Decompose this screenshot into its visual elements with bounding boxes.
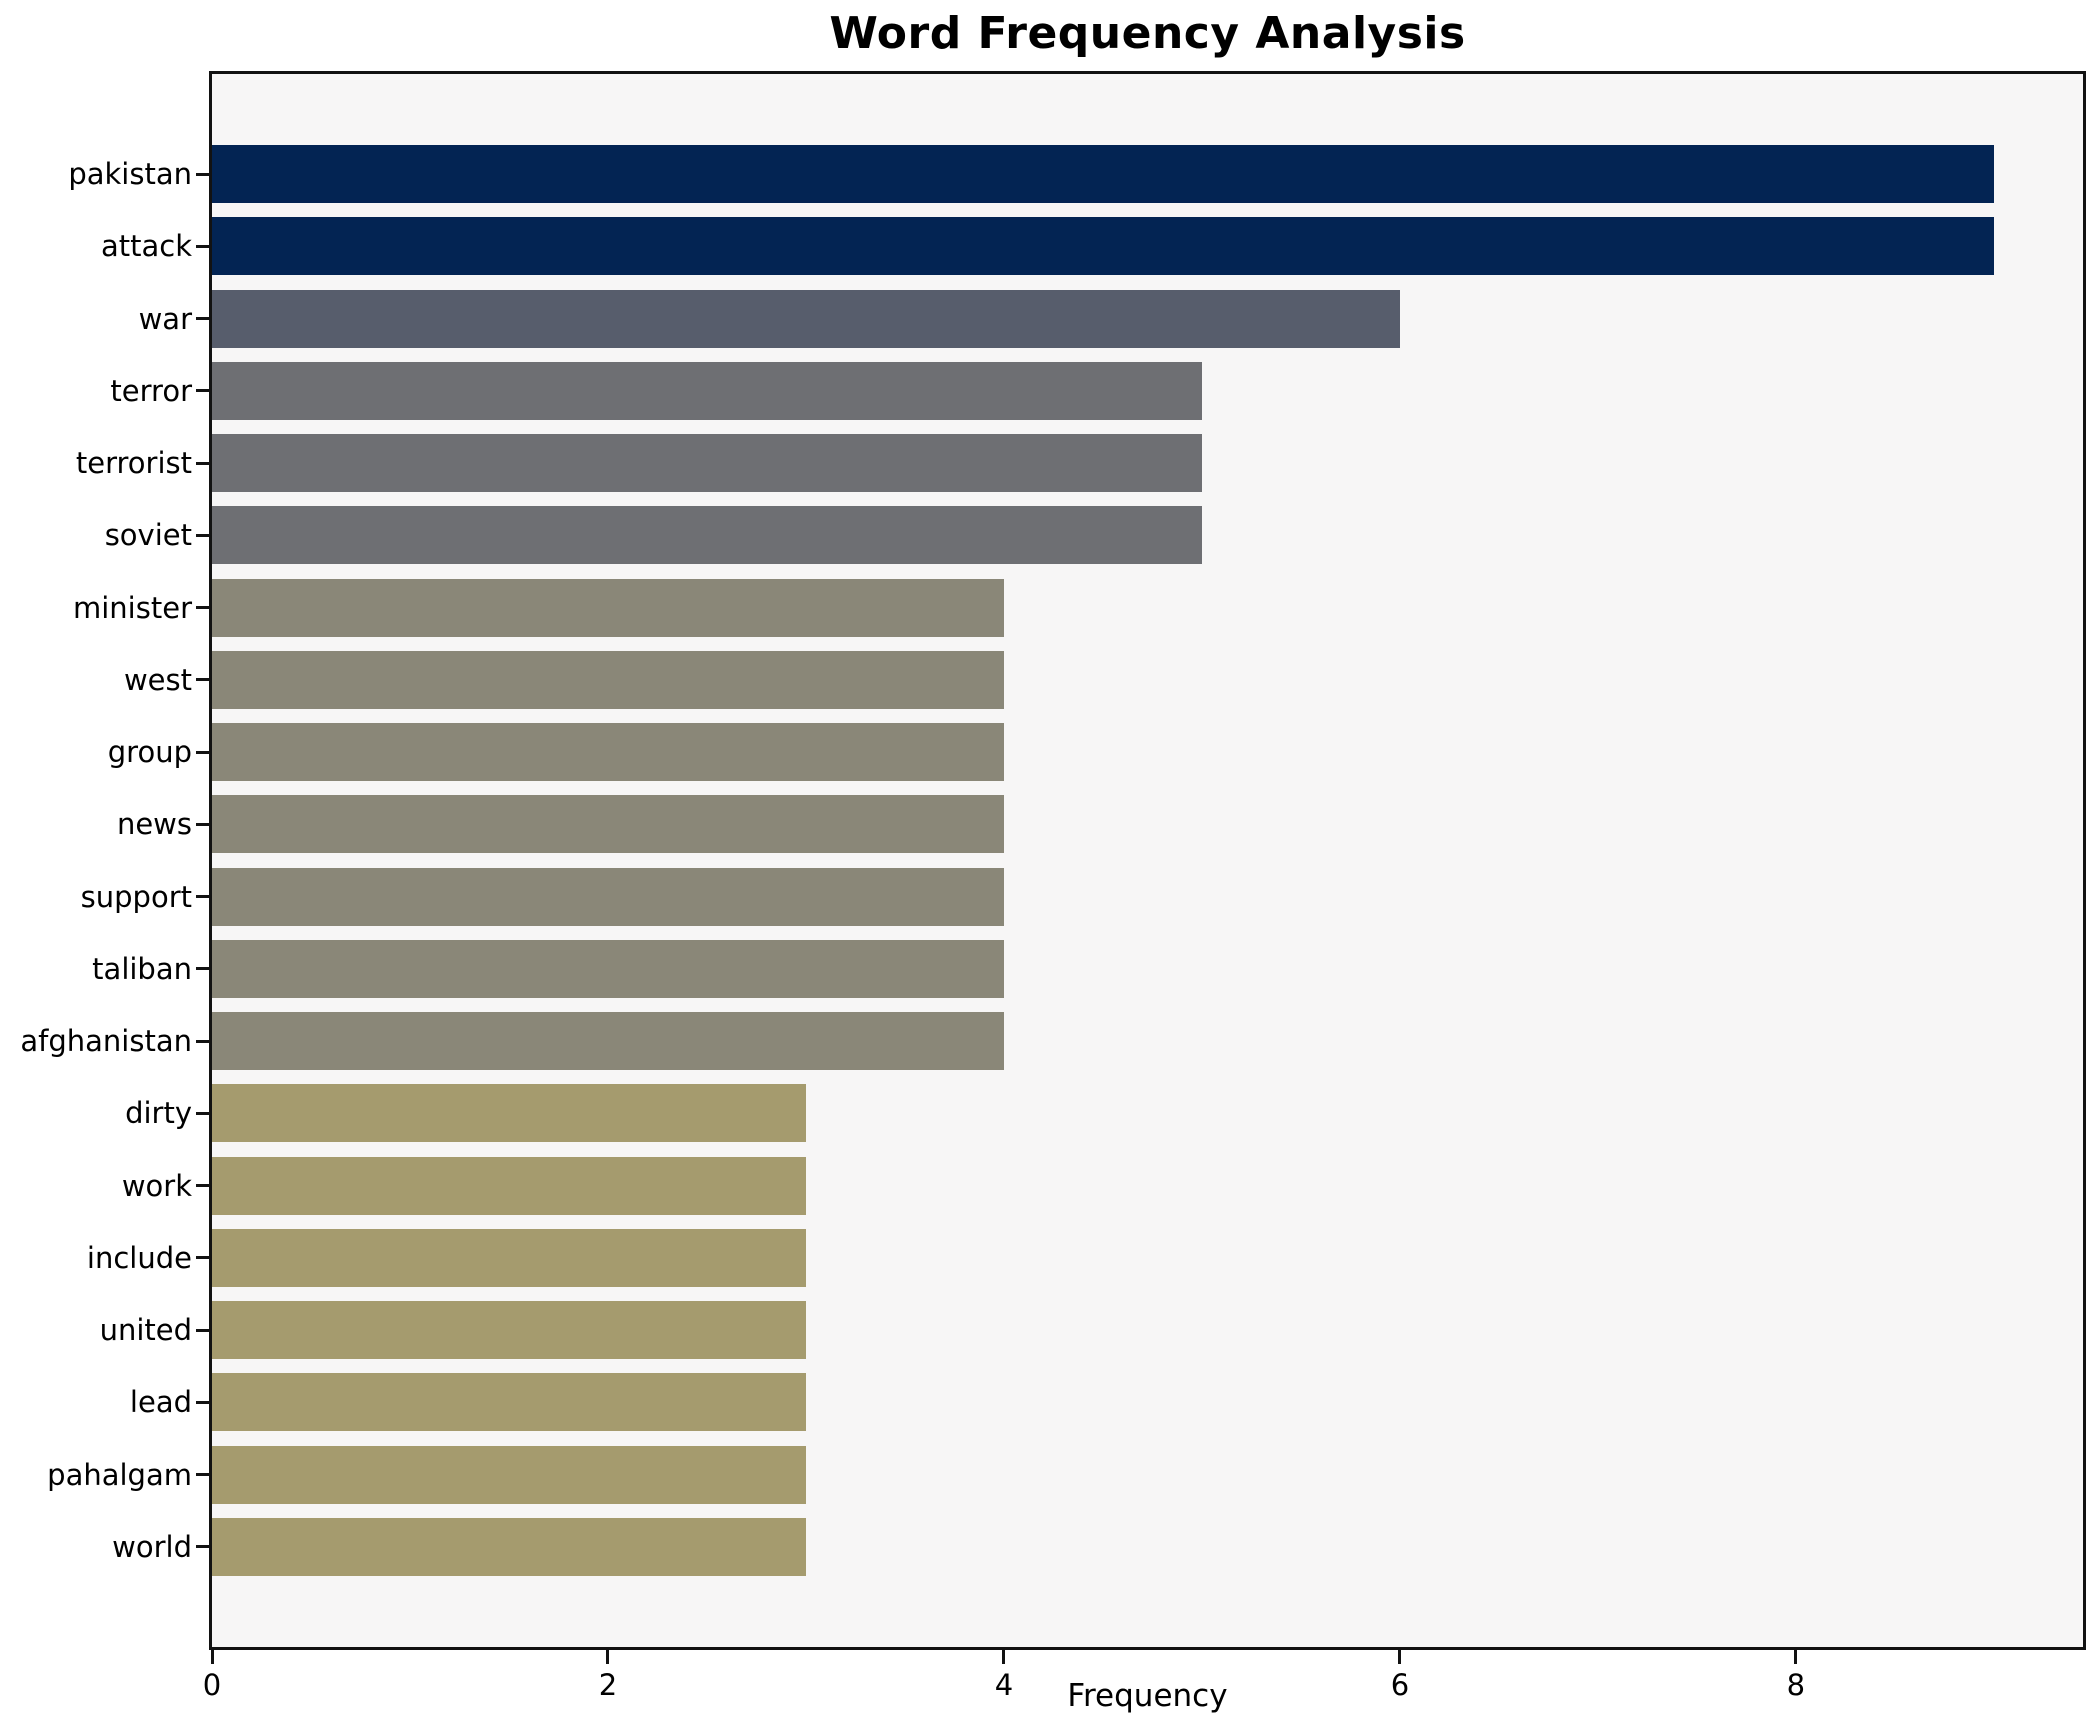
y-tick-label-war: war <box>138 301 192 336</box>
y-tick-label-news: news <box>116 807 192 842</box>
y-tick-label-lead: lead <box>129 1385 192 1420</box>
y-tick-mark <box>196 678 210 682</box>
y-tick-label-pahalgam: pahalgam <box>47 1457 192 1492</box>
y-tick-mark <box>196 1256 210 1260</box>
y-tick-mark <box>196 750 210 754</box>
bar-terrorist <box>212 434 1202 493</box>
bar-group <box>212 723 1004 782</box>
y-tick-mark <box>196 244 210 248</box>
y-tick-label-world: world <box>112 1529 192 1564</box>
y-tick-label-terrorist: terrorist <box>75 446 192 481</box>
bar-minister <box>212 578 1004 637</box>
x-tick-mark <box>1794 1650 1798 1664</box>
x-tick-label-0: 0 <box>202 1668 222 1702</box>
y-tick-mark <box>196 1328 210 1332</box>
y-tick-mark <box>196 461 210 465</box>
y-tick-label-group: group <box>107 735 192 770</box>
y-tick-label-support: support <box>80 879 192 914</box>
bar-afghanistan <box>212 1012 1004 1071</box>
y-tick-label-include: include <box>86 1240 192 1275</box>
y-tick-mark <box>196 1111 210 1115</box>
y-tick-mark <box>196 1184 210 1188</box>
y-tick-label-terror: terror <box>110 373 192 408</box>
y-tick-label-pakistan: pakistan <box>68 157 192 192</box>
y-tick-label-work: work <box>121 1168 192 1203</box>
y-tick-label-attack: attack <box>100 229 192 264</box>
y-tick-mark <box>196 822 210 826</box>
x-tick-label-6: 6 <box>1390 1668 1410 1702</box>
y-tick-label-minister: minister <box>73 590 192 625</box>
x-tick-mark <box>606 1650 610 1664</box>
bar-news <box>212 795 1004 854</box>
y-tick-mark <box>196 1400 210 1404</box>
y-tick-mark <box>196 1039 210 1043</box>
bar-pakistan <box>212 145 1994 204</box>
bar-world <box>212 1517 806 1576</box>
y-tick-mark <box>196 533 210 537</box>
bar-united <box>212 1301 806 1360</box>
y-tick-mark <box>196 895 210 899</box>
plot-area <box>209 71 2086 1650</box>
x-tick-mark <box>1002 1650 1006 1664</box>
bar-soviet <box>212 506 1202 565</box>
bar-pahalgam <box>212 1445 806 1504</box>
y-tick-mark <box>196 606 210 610</box>
x-tick-mark <box>210 1650 214 1664</box>
x-tick-label-2: 2 <box>598 1668 618 1702</box>
bar-support <box>212 867 1004 926</box>
y-tick-mark <box>196 1545 210 1549</box>
bar-west <box>212 650 1004 709</box>
bar-work <box>212 1156 806 1215</box>
x-tick-label-4: 4 <box>994 1668 1014 1702</box>
bar-taliban <box>212 939 1004 998</box>
chart-title: Word Frequency Analysis <box>829 8 1466 59</box>
y-tick-label-soviet: soviet <box>104 518 192 553</box>
y-tick-mark <box>196 172 210 176</box>
y-tick-label-west: west <box>123 662 192 697</box>
bar-dirty <box>212 1084 806 1143</box>
y-tick-mark <box>196 389 210 393</box>
bar-include <box>212 1228 806 1287</box>
y-tick-label-afghanistan: afghanistan <box>20 1024 192 1059</box>
x-tick-label-8: 8 <box>1786 1668 1806 1702</box>
bar-attack <box>212 217 1994 276</box>
x-axis-title: Frequency <box>1067 1678 1228 1714</box>
y-tick-label-dirty: dirty <box>125 1096 192 1131</box>
y-tick-mark <box>196 317 210 321</box>
y-tick-mark <box>196 1473 210 1477</box>
y-tick-label-united: united <box>99 1313 192 1348</box>
y-tick-mark <box>196 967 210 971</box>
bar-lead <box>212 1373 806 1432</box>
bar-war <box>212 289 1400 348</box>
y-tick-label-taliban: taliban <box>92 951 192 986</box>
bar-terror <box>212 361 1202 420</box>
x-tick-mark <box>1398 1650 1402 1664</box>
